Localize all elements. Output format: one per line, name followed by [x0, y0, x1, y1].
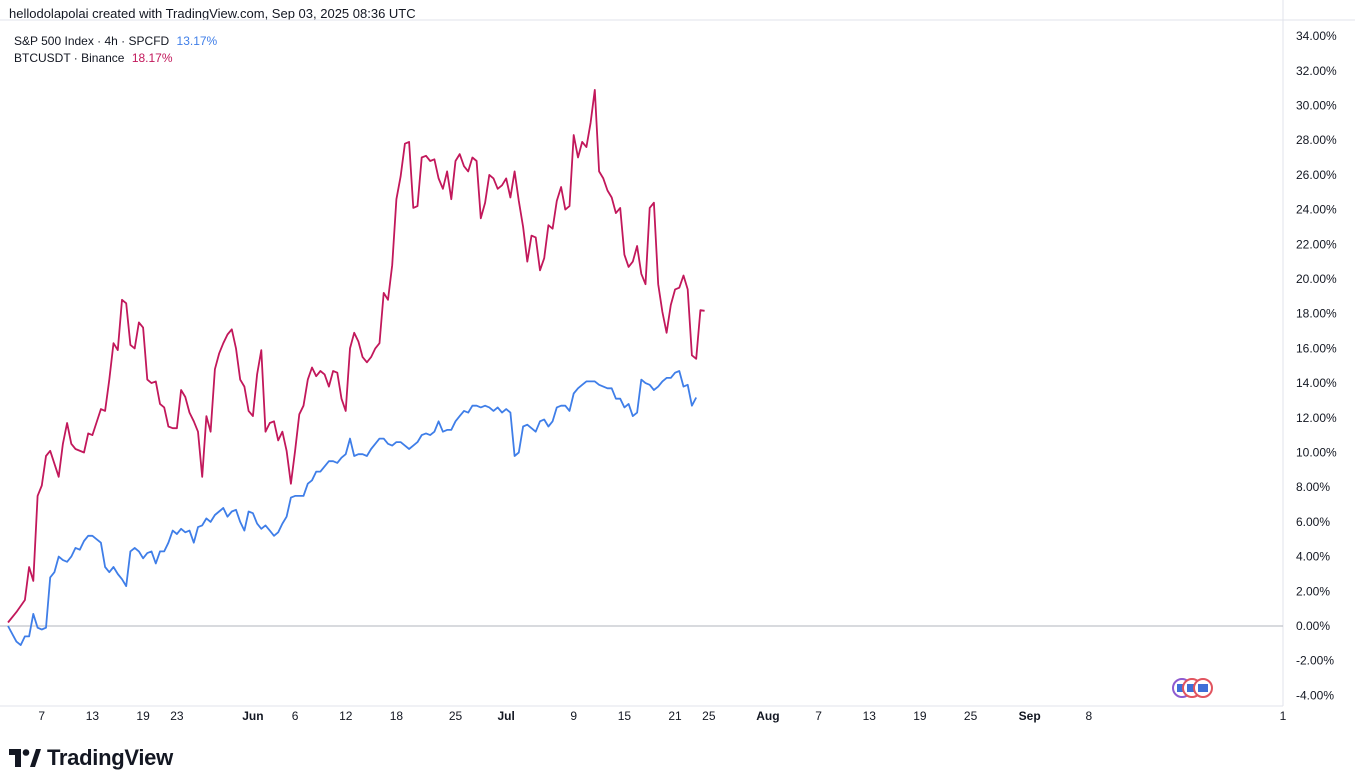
- x-tick-label: 13: [86, 709, 100, 723]
- y-tick-label: 10.00%: [1296, 446, 1337, 460]
- flag-icon: [1198, 684, 1208, 692]
- y-tick-label: 28.00%: [1296, 133, 1337, 147]
- x-tick-label: 19: [136, 709, 150, 723]
- x-tick-label: Aug: [756, 709, 779, 723]
- x-tick-label: 23: [170, 709, 184, 723]
- series-line-btcusdt: [7, 89, 705, 624]
- y-tick-label: 20.00%: [1296, 272, 1337, 286]
- series-line-sp: [7, 370, 697, 646]
- y-tick-label: 2.00%: [1296, 584, 1330, 598]
- y-tick-label: 30.00%: [1296, 99, 1337, 113]
- y-tick-label: 22.00%: [1296, 237, 1337, 251]
- brand-name: TradingView: [47, 745, 173, 770]
- legend-series-value: 13.17%: [176, 34, 218, 48]
- y-tick-label: 16.00%: [1296, 341, 1337, 355]
- y-tick-label: 8.00%: [1296, 480, 1330, 494]
- y-tick-label: 32.00%: [1296, 64, 1337, 78]
- legend-series-name: S&P 500 Index · 4h · SPCFD: [14, 34, 170, 48]
- y-tick-label: 26.00%: [1296, 168, 1337, 182]
- x-tick-label: 9: [570, 709, 577, 723]
- x-tick-label: 7: [38, 709, 45, 723]
- x-tick-label: 6: [292, 709, 299, 723]
- x-tick-label: 8: [1085, 709, 1092, 723]
- y-tick-label: 4.00%: [1296, 550, 1330, 564]
- chart-attribution: hellodolapolai created with TradingView.…: [9, 6, 416, 21]
- legend-row-btc[interactable]: BTCUSDT · Binance 18.17%: [14, 50, 217, 67]
- x-tick-label: 12: [339, 709, 353, 723]
- x-tick-label: 18: [390, 709, 404, 723]
- legend: S&P 500 Index · 4h · SPCFD 13.17% BTCUSD…: [14, 33, 217, 67]
- x-tick-label: 25: [964, 709, 978, 723]
- y-tick-label: 6.00%: [1296, 515, 1330, 529]
- x-tick-label: Jun: [242, 709, 263, 723]
- y-tick-label: 12.00%: [1296, 411, 1337, 425]
- x-tick-label: 25: [702, 709, 716, 723]
- y-tick-label: 0.00%: [1296, 619, 1330, 633]
- brand-logo[interactable]: TradingView: [9, 745, 173, 771]
- tradingview-logo-icon: [9, 749, 41, 767]
- legend-series-name: BTCUSDT · Binance: [14, 51, 125, 65]
- y-tick-label: 14.00%: [1296, 376, 1337, 390]
- flag-icon: [1187, 684, 1197, 692]
- y-tick-label: 24.00%: [1296, 203, 1337, 217]
- x-tick-label: 13: [863, 709, 877, 723]
- y-tick-label: 18.00%: [1296, 307, 1337, 321]
- chart-plot-area[interactable]: 34.00% 32.00% 30.00% 28.00% 26.00% 24.00% 22.0…: [0, 0, 1355, 740]
- legend-row-spx[interactable]: S&P 500 Index · 4h · SPCFD 13.17%: [14, 33, 217, 50]
- x-tick-label: 25: [449, 709, 463, 723]
- x-tick-label: 21: [668, 709, 682, 723]
- y-tick-label: 34.00%: [1296, 29, 1337, 43]
- x-tick-label: 15: [618, 709, 632, 723]
- x-tick-label: 1: [1280, 709, 1287, 723]
- x-tick-label: Jul: [498, 709, 515, 723]
- legend-series-value: 18.17%: [131, 51, 173, 65]
- y-tick-label: -2.00%: [1296, 654, 1334, 668]
- x-tick-label: Sep: [1019, 709, 1041, 723]
- y-tick-label: -4.00%: [1296, 688, 1334, 702]
- x-tick-label: 19: [913, 709, 927, 723]
- x-tick-label: 7: [815, 709, 822, 723]
